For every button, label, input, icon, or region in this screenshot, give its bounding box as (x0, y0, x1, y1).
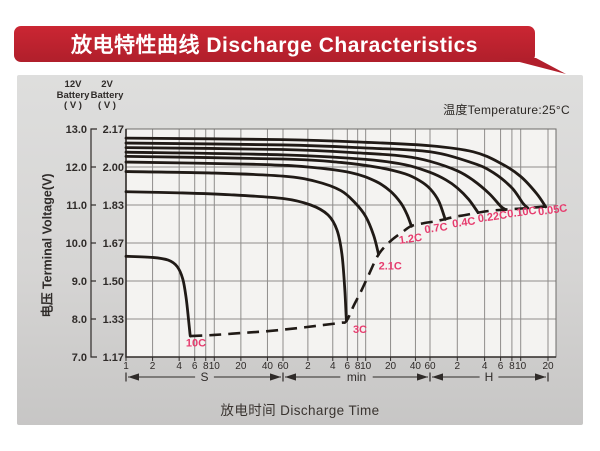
x-tick-label: 8 (509, 361, 515, 372)
x-tick-label: 10 (209, 361, 221, 372)
x-axis-title: 放电时间 Discharge Time (220, 403, 380, 418)
arrowhead-right-icon (270, 373, 281, 381)
x-tick-label: 60 (277, 361, 289, 372)
y-tick-label-2v: 1.67 (103, 238, 124, 250)
y-tick-label-2v: 2.00 (103, 162, 124, 174)
arrowhead-left-icon (432, 373, 443, 381)
y-axis-header-12v-line3: ( V ) (64, 100, 82, 111)
curve-0.4C (124, 150, 480, 214)
x-tick-label: 4 (176, 361, 182, 372)
curve-2.1C (124, 170, 380, 256)
segment-unit-label: H (485, 370, 494, 384)
y-tick-label-2v: 1.83 (103, 200, 124, 212)
y-axis-bracket (90, 128, 97, 358)
arrowhead-right-icon (535, 373, 546, 381)
banner-tail-shape (504, 58, 566, 74)
x-tick-label: 6 (498, 361, 504, 372)
curve-0.7C (124, 154, 447, 221)
x-tick-label: 6 (345, 361, 351, 372)
y-tick-label-2v: 1.17 (103, 352, 124, 364)
curve-3C (124, 190, 348, 323)
y-tick-label-12v: 12.0 (66, 162, 87, 174)
y-axis-header-12v-line2: Battery (56, 89, 90, 101)
x-tick-label: 8 (203, 361, 209, 372)
arrowhead-left-icon (285, 373, 296, 381)
y-tick-label-12v: 10.0 (66, 238, 87, 250)
x-tick-label: 40 (262, 361, 274, 372)
curve-0.22C (124, 146, 507, 211)
segment-unit-label: min (347, 370, 366, 384)
y-tick-label-12v: 8.0 (72, 314, 87, 326)
y-axis-header-12v-line1: 12V (64, 79, 82, 90)
y-axis-header-2v-line3: ( V ) (98, 100, 116, 111)
curve-label-1.2C: 1.2C (398, 232, 423, 247)
y-axis-header-2v-line2: Battery (90, 89, 124, 101)
y-tick-label-12v: 7.0 (72, 352, 87, 364)
curve-label-0.22C: 0.22C (477, 209, 508, 225)
temperature-label: 温度Temperature:25°C (443, 103, 570, 117)
x-tick-label: 2 (305, 361, 311, 372)
curve-0.05C (124, 136, 548, 209)
curve-label-2.1C: 2.1C (379, 261, 402, 273)
title-banner: 放电特性曲线 Discharge Characteristics (14, 26, 535, 62)
y-tick-label-12v: 9.0 (72, 276, 87, 288)
x-tick-label: 4 (330, 361, 336, 372)
curve-label-0.4C: 0.4C (452, 215, 477, 230)
curve-label-0.7C: 0.7C (424, 221, 449, 236)
x-tick-label: 20 (542, 361, 554, 372)
x-tick-label: 10 (360, 361, 372, 372)
x-tick-label: 8 (355, 361, 361, 372)
banner-tail-polygon (504, 58, 566, 74)
arrowhead-left-icon (128, 373, 139, 381)
x-tick-label: 20 (385, 361, 397, 372)
x-tick-label: 4 (482, 361, 488, 372)
curve-label-10C: 10C (186, 337, 206, 349)
arrowhead-right-icon (417, 373, 428, 381)
axis-lines (125, 129, 556, 358)
x-tick-label: 2 (150, 361, 156, 372)
y-tick-label-12v: 13.0 (66, 124, 87, 136)
curve-1.2C (124, 160, 413, 228)
x-tick-label: 2 (455, 361, 461, 372)
y-tick-label-2v: 2.17 (103, 124, 124, 136)
segment-unit-label: S (200, 370, 208, 384)
y-axis-header-12v: 12V Battery ( V ) (38, 79, 108, 112)
y-axis-header-2v: 2V Battery ( V ) (72, 79, 142, 112)
curve-label-0.05C: 0.05C (537, 202, 568, 218)
curve-0.10C (124, 141, 530, 210)
curve-10C (124, 254, 192, 338)
x-tick-label: 6 (192, 361, 198, 372)
curve-label-0.10C: 0.10C (507, 205, 538, 221)
y-tick-label-2v: 1.50 (103, 276, 124, 288)
y-axis-header-2v-line1: 2V (101, 79, 113, 90)
x-tick-label: 40 (410, 361, 422, 372)
y-tick-label-12v: 11.0 (66, 200, 87, 212)
page-title: 放电特性曲线 Discharge Characteristics (71, 34, 478, 57)
x-tick-label: 1 (123, 361, 129, 372)
x-tick-label: 20 (235, 361, 247, 372)
curve-label-3C: 3C (353, 324, 367, 336)
x-tick-label: 60 (424, 361, 436, 372)
cutoff-dashed-line (190, 205, 546, 338)
y-tick-label-2v: 1.33 (103, 314, 124, 326)
x-tick-label: 10 (515, 361, 527, 372)
